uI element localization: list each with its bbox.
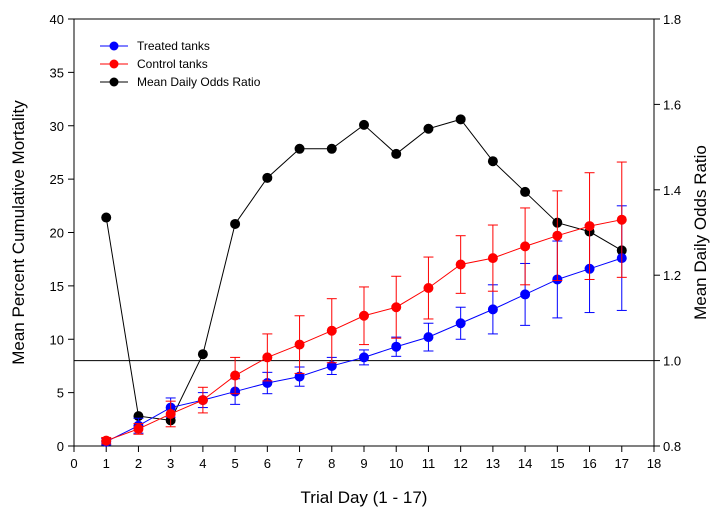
data-point xyxy=(197,395,208,406)
y-tick-label: 40 xyxy=(50,12,64,27)
y-tick-label: 25 xyxy=(50,172,64,187)
data-point xyxy=(294,339,305,350)
data-point xyxy=(165,408,176,419)
legend-swatch-marker xyxy=(109,41,119,51)
data-point xyxy=(359,119,369,130)
data-point xyxy=(423,283,434,294)
x-tick-label: 2 xyxy=(135,456,142,471)
data-point xyxy=(487,156,498,167)
x-tick-label: 8 xyxy=(328,456,335,471)
y-tick-label: 0 xyxy=(57,439,64,454)
series-line xyxy=(105,118,623,421)
data-point xyxy=(262,352,273,363)
data-point xyxy=(455,318,466,329)
data-point xyxy=(294,143,305,154)
data-point xyxy=(584,221,595,232)
data-point xyxy=(101,212,112,223)
x-tick-label: 9 xyxy=(360,456,367,471)
y-tick-label: 15 xyxy=(50,279,64,294)
y2-tick-label: 1.0 xyxy=(663,354,681,369)
y-tick-label: 30 xyxy=(50,119,64,134)
y-tick-label: 20 xyxy=(50,226,64,241)
x-tick-label: 4 xyxy=(199,456,206,471)
legend-label: Treated tanks xyxy=(137,39,210,53)
legend-swatch-marker xyxy=(109,77,119,87)
y2-tick-label: 1.2 xyxy=(663,268,681,283)
data-point xyxy=(391,148,402,159)
data-point xyxy=(230,370,241,381)
y2-tick-label: 1.6 xyxy=(663,97,681,112)
data-point xyxy=(391,341,402,352)
x-tick-label: 11 xyxy=(422,456,436,471)
series-control-tanks xyxy=(101,161,627,446)
x-tick-label: 3 xyxy=(167,456,174,471)
data-point xyxy=(359,352,369,363)
legend: Treated tanks Control tanks Mean Daily Odd… xyxy=(100,39,261,89)
y2-tick-label: 0.8 xyxy=(663,439,681,454)
data-point xyxy=(391,302,402,313)
x-tick-label: 1 xyxy=(103,456,110,471)
data-point xyxy=(359,310,369,321)
data-point xyxy=(616,214,627,225)
x-tick-label: 12 xyxy=(453,456,467,471)
data-point xyxy=(262,172,273,183)
data-point xyxy=(101,435,112,446)
data-point xyxy=(487,253,498,264)
legend-label: Mean Daily Odds Ratio xyxy=(137,75,261,89)
x-tick-label: 0 xyxy=(70,456,77,471)
x-tick-label: 17 xyxy=(615,456,629,471)
y2-axis-title: Mean Daily Odds Ratio xyxy=(691,145,710,320)
x-tick-label: 14 xyxy=(518,456,532,471)
x-tick-label: 6 xyxy=(264,456,271,471)
data-point xyxy=(326,143,337,154)
legend-swatch-marker xyxy=(109,59,119,69)
x-axis-title: Trial Day (1 - 17) xyxy=(301,488,428,507)
tick-group: 0 1 2 3 4 5 6 7 8 9 10 11 12 13 14 15 16 17 18051015202530… xyxy=(50,12,682,471)
data-point xyxy=(197,349,208,360)
data-point xyxy=(423,123,434,134)
x-tick-label: 15 xyxy=(550,456,564,471)
data-point xyxy=(455,259,466,270)
x-tick-label: 7 xyxy=(296,456,303,471)
data-point xyxy=(230,218,241,229)
x-tick-label: 5 xyxy=(231,456,238,471)
legend-label: Control tanks xyxy=(137,57,208,71)
series-mean-daily-odds-ratio xyxy=(101,114,627,426)
data-point xyxy=(552,230,563,241)
x-tick-label: 10 xyxy=(389,456,403,471)
data-point xyxy=(487,304,498,315)
y2-tick-label: 1.4 xyxy=(663,183,681,198)
y2-tick-label: 1.8 xyxy=(663,12,681,27)
data-point xyxy=(520,241,531,252)
y-tick-label: 5 xyxy=(57,386,64,401)
data-point xyxy=(520,186,531,197)
series-group xyxy=(101,114,627,447)
data-point xyxy=(520,289,531,300)
y-tick-label: 10 xyxy=(50,332,64,347)
x-tick-label: 13 xyxy=(486,456,500,471)
x-tick-label: 18 xyxy=(647,456,661,471)
x-tick-label: 16 xyxy=(582,456,596,471)
data-point xyxy=(326,325,337,336)
y-axis-title: Mean Percent Cumulative Mortality xyxy=(9,100,28,365)
y-tick-label: 35 xyxy=(50,65,64,80)
data-point xyxy=(133,423,144,434)
data-point xyxy=(455,114,466,125)
data-point xyxy=(423,332,434,343)
